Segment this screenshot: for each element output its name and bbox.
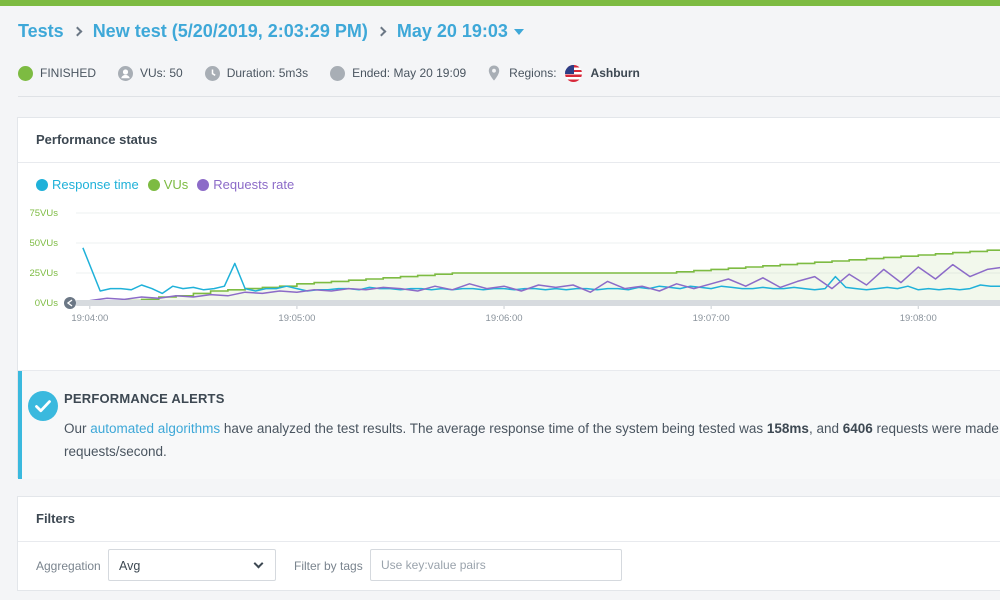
status-vus-label: VUs: 50 xyxy=(140,66,183,80)
chevron-right-icon xyxy=(72,26,83,36)
alert-body: Our automated algorithms have analyzed t… xyxy=(64,417,1000,463)
aggregation-select[interactable]: Avg xyxy=(108,549,276,581)
automated-algorithms-link[interactable]: automated algorithms xyxy=(90,421,221,436)
header-divider xyxy=(18,96,1000,97)
legend-label: Response time xyxy=(52,177,139,192)
status-regions-label: Regions: xyxy=(509,66,557,80)
checkmark-icon xyxy=(28,391,58,421)
status-vus: VUs: 50 xyxy=(118,65,183,81)
status-region-value: Ashburn xyxy=(590,66,640,80)
chevron-right-icon xyxy=(376,26,387,36)
filters-card: Filters Aggregation Avg Filter by tags xyxy=(17,496,1000,591)
breadcrumb-run-dropdown[interactable]: May 20 19:03 xyxy=(397,21,524,42)
performance-alert: PERFORMANCE ALERTS Our automated algorit… xyxy=(18,370,1000,479)
x-tick-label: 19:06:00 xyxy=(486,313,523,324)
alert-text: Our xyxy=(64,421,91,436)
us-flag-icon xyxy=(564,64,582,82)
x-tick-label: 19:05:00 xyxy=(278,313,315,324)
status-regions: Regions: Ashburn xyxy=(488,64,640,82)
y-tick-label: 75VUs xyxy=(29,208,58,219)
card-divider xyxy=(18,541,1000,542)
status-dot-icon xyxy=(18,65,33,81)
status-state-label: FINISHED xyxy=(40,66,97,80)
chevron-left-icon xyxy=(66,299,73,307)
filter-by-tags-label: Filter by tags xyxy=(294,559,363,573)
tags-filter-input[interactable] xyxy=(370,549,622,581)
vus-line xyxy=(89,249,1000,304)
alert-request-count: 6406 xyxy=(842,421,873,436)
y-tick-label: 25VUs xyxy=(29,268,58,279)
legend-response-time[interactable]: Response time xyxy=(36,177,139,192)
alert-text: , and xyxy=(808,421,843,436)
caret-down-icon xyxy=(513,28,524,35)
chart-legend: Response time VUs Requests rate xyxy=(36,177,303,192)
x-tick-label: 19:04:00 xyxy=(71,313,108,324)
card-divider xyxy=(18,162,1000,163)
breadcrumb-tests[interactable]: Tests xyxy=(18,20,64,41)
alert-text: have analyzed the test results. The aver… xyxy=(220,421,767,436)
alert-title: PERFORMANCE ALERTS xyxy=(64,391,225,406)
response-time-line xyxy=(82,247,1000,295)
run-status-bar: FINISHED VUs: 50 Duration: 5m3s Ended: M… xyxy=(18,63,662,83)
breadcrumb-run-label: May 20 19:03 xyxy=(396,20,508,41)
performance-status-card: Performance status Response time VUs Req… xyxy=(17,117,1000,479)
y-tick-label: 0VUs xyxy=(35,298,58,309)
legend-label: Requests rate xyxy=(213,177,295,192)
x-tick-label: 19:08:00 xyxy=(900,313,937,324)
chart-range-scrollbar xyxy=(76,300,1000,306)
breadcrumb-test-name[interactable]: New test (5/20/2019, 2:03:29 PM) xyxy=(92,20,368,41)
location-pin-icon xyxy=(488,65,500,81)
x-tick-label: 19:07:00 xyxy=(693,313,730,324)
status-ended-label: Ended: May 20 19:09 xyxy=(352,66,467,80)
breadcrumb: Tests New test (5/20/2019, 2:03:29 PM) M… xyxy=(18,20,524,42)
vus-area xyxy=(89,250,1000,303)
user-icon xyxy=(118,65,134,81)
alert-avg-response: 158ms xyxy=(766,421,809,436)
legend-label: VUs xyxy=(163,177,189,192)
status-duration: Duration: 5m3s xyxy=(204,65,309,81)
legend-dot-icon xyxy=(147,178,160,191)
requests-rate-line xyxy=(89,263,1000,302)
status-ended: Ended: May 20 19:09 xyxy=(330,65,467,81)
alert-text: requests were made a xyxy=(872,421,1000,436)
status-duration-label: Duration: 5m3s xyxy=(226,66,309,80)
alert-text: requests/second. xyxy=(64,444,167,459)
alert-accent-bar xyxy=(18,371,22,479)
range-handle-icon[interactable] xyxy=(64,297,76,309)
filters-title: Filters xyxy=(36,511,76,526)
top-accent-bar xyxy=(0,0,1000,6)
legend-dot-icon xyxy=(36,178,48,191)
performance-status-title: Performance status xyxy=(36,132,158,147)
chevron-down-icon xyxy=(253,558,264,569)
legend-requests-rate[interactable]: Requests rate xyxy=(197,177,294,192)
ended-icon xyxy=(330,65,346,81)
aggregation-label: Aggregation xyxy=(36,559,101,573)
legend-dot-icon xyxy=(197,178,210,191)
clock-icon xyxy=(204,65,220,81)
aggregation-value: Avg xyxy=(119,559,141,573)
performance-chart[interactable]: 0VUs 25VUs 50VUs 75VUs 19:04:00 19:05:00 19:06… xyxy=(18,203,1000,333)
status-state: FINISHED xyxy=(18,65,97,81)
legend-vus[interactable]: VUs xyxy=(147,177,189,192)
y-tick-label: 50VUs xyxy=(29,238,58,249)
